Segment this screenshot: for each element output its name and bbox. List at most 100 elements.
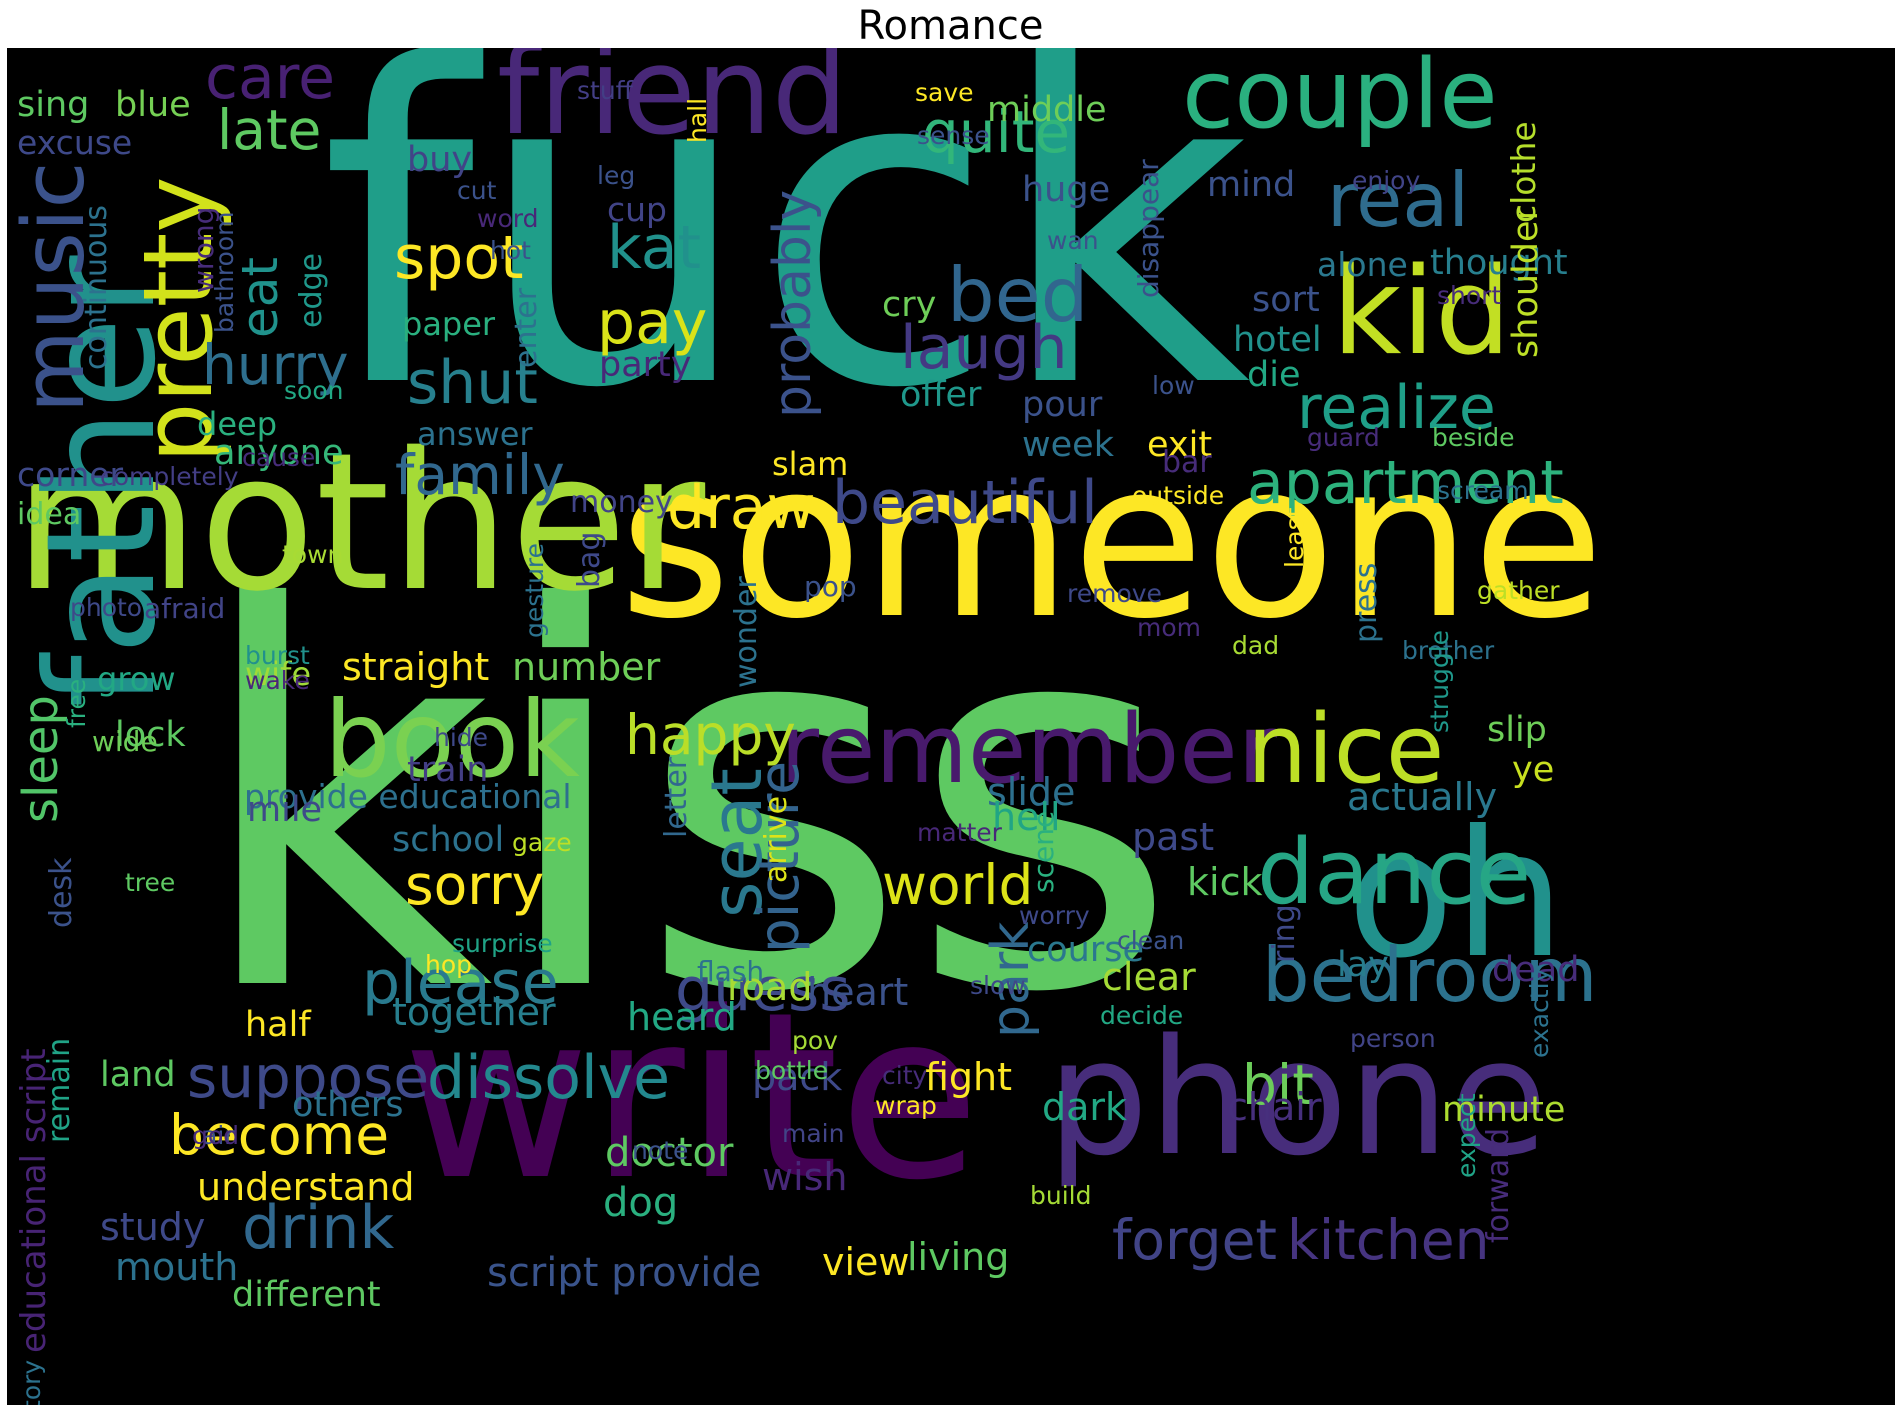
- word-least: least: [1280, 507, 1309, 568]
- word-brother: brother: [1402, 636, 1495, 665]
- word-worry: worry: [1019, 901, 1090, 930]
- word-kitchen: kitchen: [1287, 1208, 1490, 1272]
- word-pay: pay: [597, 288, 708, 358]
- word-write: write: [402, 964, 981, 1231]
- word-god: god: [192, 1121, 240, 1150]
- word-tree: tree: [125, 868, 176, 897]
- word-late: late: [217, 98, 322, 162]
- word-word: word: [477, 204, 539, 233]
- word-eat: eat: [231, 256, 289, 338]
- word-provide-educational: provide educational: [244, 777, 572, 816]
- word-city: city: [882, 1061, 928, 1090]
- word-afraid: afraid: [144, 592, 226, 625]
- word-understand: understand: [197, 1165, 415, 1209]
- word-fight: fight: [925, 1055, 1013, 1099]
- word-answer: answer: [417, 415, 533, 453]
- word-number: number: [512, 645, 661, 689]
- word-ye: ye: [1512, 750, 1555, 790]
- word-view: view: [822, 1240, 910, 1284]
- word-pack: pack: [752, 1055, 843, 1099]
- word-beside: beside: [1432, 423, 1515, 452]
- word-week: week: [1022, 425, 1114, 465]
- word-remember: remember: [780, 695, 1277, 805]
- word-flash: flash: [697, 955, 765, 988]
- word-exit: exit: [1147, 425, 1213, 465]
- word-bag: bag: [572, 531, 607, 588]
- word-world: world: [882, 853, 1034, 917]
- word-slide: slide: [987, 770, 1076, 814]
- word-pop: pop: [804, 570, 857, 603]
- word-expect: expect: [1452, 1093, 1481, 1178]
- word-lock: lock: [115, 715, 186, 755]
- word-actually: actually: [1347, 775, 1498, 819]
- word-alone: alone: [1317, 245, 1408, 284]
- word-quite: quite: [922, 98, 1071, 166]
- word-money: money: [570, 485, 673, 520]
- word-wife: wife: [245, 655, 312, 693]
- word-continuous: continuous: [79, 205, 114, 370]
- word-nice: nice: [1247, 695, 1445, 805]
- word-book: book: [324, 679, 580, 801]
- word-bottle: bottle: [755, 1056, 829, 1085]
- word-others: others: [292, 1085, 404, 1125]
- word-gaze: gaze: [512, 828, 572, 857]
- word-course: course: [1027, 930, 1144, 970]
- word-letter: letter: [659, 756, 694, 838]
- word-free: free: [62, 678, 91, 728]
- word-huge: huge: [1022, 170, 1111, 210]
- word-shut: shut: [407, 348, 538, 418]
- word-bed: bed: [947, 251, 1089, 339]
- word-anyone: anyone: [214, 433, 344, 473]
- word-surprise: surprise: [452, 929, 553, 958]
- word-enter: enter: [509, 287, 544, 368]
- word-wrap: wrap: [875, 1091, 937, 1120]
- word-wish: wish: [762, 1155, 848, 1199]
- word-story: story: [17, 1359, 46, 1405]
- word-stuff: stuff: [577, 76, 633, 105]
- word-guard: guard: [1307, 423, 1380, 452]
- word-dissolve: dissolve: [427, 1043, 671, 1113]
- word-person: person: [1350, 1024, 1436, 1053]
- word-idea: idea: [17, 497, 82, 532]
- word-spot: spot: [394, 223, 524, 293]
- word-bedroom: bedroom: [1262, 931, 1598, 1019]
- word-bathroom: bathroom: [210, 211, 239, 333]
- word-forward: forward: [1481, 1127, 1516, 1243]
- word-laugh: laugh: [900, 313, 1068, 383]
- word-train: train: [407, 750, 489, 790]
- word-land: land: [100, 1055, 176, 1095]
- word-bar: bar: [1162, 445, 1212, 480]
- word-fuck: fuck: [320, 48, 1251, 484]
- word-become: become: [169, 1103, 390, 1167]
- word-script-provide: script provide: [487, 1250, 762, 1296]
- word-family: family: [395, 443, 565, 507]
- word-chair: chair: [1227, 1085, 1322, 1129]
- word-minute: minute: [1442, 1090, 1566, 1130]
- word-school: school: [392, 820, 505, 860]
- word-friend: friend: [497, 48, 848, 162]
- word-phone: phone: [1047, 1004, 1548, 1191]
- word-mother: mother: [14, 412, 706, 633]
- word-together: together: [392, 990, 556, 1034]
- word-hot: hot: [490, 236, 531, 265]
- word-bit: bit: [1242, 1053, 1314, 1117]
- word-sing: sing: [17, 85, 90, 125]
- word-thought: thought: [1430, 243, 1568, 283]
- word-sleep: sleep: [13, 695, 69, 823]
- word-mile: mile: [247, 790, 323, 830]
- word-half: half: [245, 1005, 311, 1045]
- word-slip: slip: [1487, 710, 1547, 750]
- word-hall: hall: [683, 97, 712, 143]
- word-straight: straight: [342, 645, 490, 689]
- word-sense: sense: [917, 121, 990, 150]
- word-die: die: [1247, 355, 1301, 395]
- word-cause: cause: [242, 443, 316, 472]
- word-suppose: suppose: [187, 1043, 429, 1111]
- word-dark: dark: [1042, 1085, 1128, 1129]
- word-past: past: [1132, 815, 1215, 859]
- word-middle: middle: [987, 90, 1107, 130]
- word-short: short: [1437, 281, 1502, 310]
- word-grow: grow: [97, 660, 176, 698]
- word-party: party: [599, 345, 692, 385]
- word-decide: decide: [1100, 1001, 1184, 1030]
